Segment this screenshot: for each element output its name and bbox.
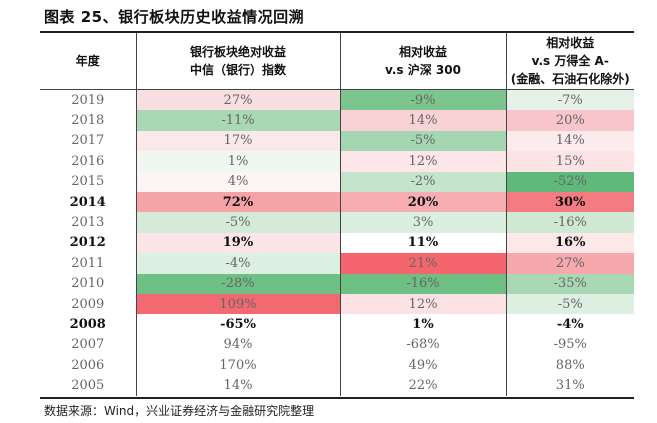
relative-wind-cell: 15% <box>506 151 634 172</box>
relative-hs300-cell: 49% <box>340 355 507 376</box>
year-cell: 2018 <box>40 110 137 131</box>
relative-hs300-cell: -5% <box>340 130 507 152</box>
year-cell: 2017 <box>40 130 137 152</box>
table-row: 2015 4% -2% -52% <box>40 171 634 192</box>
table-row: 2007 94% -68% -95% <box>40 334 634 356</box>
relative-wind-cell: 30% <box>506 191 634 213</box>
year-cell: 2016 <box>40 151 137 172</box>
relative-wind-cell: -52% <box>506 171 634 192</box>
year-cell: 2005 <box>40 375 137 396</box>
relative-wind-cell: 16% <box>506 232 634 254</box>
header-hs300-line2: v.s 沪深 300 <box>385 63 461 77</box>
relative-hs300-cell: -2% <box>340 171 507 192</box>
source-note: 数据来源：Wind，兴业证券经济与金融研究院整理 <box>44 404 315 418</box>
table-row: 2006 170% 49% 88% <box>40 355 634 376</box>
table-row: 2018 -11% 14% 20% <box>40 110 634 131</box>
relative-wind-cell: 14% <box>506 130 634 152</box>
absolute-return-cell: -11% <box>136 110 341 131</box>
table-row: 2013 -5% 3% -16% <box>40 212 634 233</box>
relative-hs300-cell: 1% <box>340 314 507 335</box>
header-relative-hs300: 相对收益 v.s 沪深 300 <box>340 33 507 90</box>
relative-wind-cell: 88% <box>506 355 634 376</box>
absolute-return-cell: 109% <box>136 293 341 315</box>
relative-hs300-cell: -68% <box>340 334 507 356</box>
relative-wind-cell: -5% <box>506 293 634 315</box>
year-cell: 2014 <box>40 191 137 213</box>
relative-wind-cell: 20% <box>506 110 634 131</box>
absolute-return-cell: 94% <box>136 334 341 356</box>
relative-hs300-cell: -9% <box>340 89 507 111</box>
relative-wind-cell: 27% <box>506 253 634 274</box>
year-cell: 2009 <box>40 293 137 315</box>
absolute-return-cell: 19% <box>136 232 341 254</box>
header-wind-line2: v.s 万得全 A- <box>531 54 609 68</box>
year-cell: 2019 <box>40 89 137 111</box>
relative-wind-cell: -4% <box>506 314 634 335</box>
header-year: 年度 <box>40 33 137 90</box>
absolute-return-cell: 72% <box>136 191 341 213</box>
header-absolute-line2: 中信（银行）指数 <box>189 63 286 77</box>
header-row: 年度 银行板块绝对收益 中信（银行）指数 相对收益 v.s 沪深 300 相对收… <box>40 33 634 90</box>
table-row: 2009 109% 12% -5% <box>40 293 634 315</box>
table-row: 2019 27% -9% -7% <box>40 89 634 111</box>
table-row: 2016 1% 12% 15% <box>40 151 634 172</box>
relative-wind-cell: -35% <box>506 273 634 294</box>
absolute-return-cell: 27% <box>136 89 341 111</box>
returns-table: 年度 银行板块绝对收益 中信（银行）指数 相对收益 v.s 沪深 300 相对收… <box>40 33 634 396</box>
absolute-return-cell: 17% <box>136 130 341 152</box>
header-hs300-line1: 相对收益 <box>398 45 447 59</box>
absolute-return-cell: -5% <box>136 212 341 233</box>
table-row: 2008 -65% 1% -4% <box>40 314 634 335</box>
absolute-return-cell: 14% <box>136 375 341 396</box>
header-absolute-return: 银行板块绝对收益 中信（银行）指数 <box>136 33 341 90</box>
relative-wind-cell: -95% <box>506 334 634 356</box>
absolute-return-cell: 170% <box>136 355 341 376</box>
year-cell: 2015 <box>40 171 137 192</box>
bottom-rule <box>40 397 634 399</box>
year-cell: 2013 <box>40 212 137 233</box>
table-row: 2005 14% 22% 31% <box>40 375 634 396</box>
table-row: 2017 17% -5% 14% <box>40 130 634 152</box>
year-cell: 2007 <box>40 334 137 356</box>
year-cell: 2010 <box>40 273 137 294</box>
relative-hs300-cell: 20% <box>340 191 507 213</box>
relative-hs300-cell: 12% <box>340 293 507 315</box>
header-wind-line1: 相对收益 <box>546 36 595 50</box>
table-body: 2019 27% -9% -7% 2018 -11% 14% 20% 2017 17% -5% 14%… <box>40 89 634 396</box>
relative-wind-cell: -16% <box>506 212 634 233</box>
top-rule <box>40 31 634 33</box>
year-cell: 2008 <box>40 314 137 335</box>
absolute-return-cell: 1% <box>136 151 341 172</box>
table-row: 2011 -4% 21% 27% <box>40 253 634 274</box>
relative-hs300-cell: 11% <box>340 232 507 254</box>
absolute-return-cell: -4% <box>136 253 341 274</box>
relative-hs300-cell: 21% <box>340 253 507 274</box>
relative-hs300-cell: -16% <box>340 273 507 294</box>
absolute-return-cell: -28% <box>136 273 341 294</box>
figure-title: 图表 25、银行板块历史收益情况回溯 <box>44 8 305 26</box>
relative-hs300-cell: 12% <box>340 151 507 172</box>
table-row: 2010 -28% -16% -35% <box>40 273 634 294</box>
header-wind-line3: (金融、石油石化除外) <box>510 72 630 86</box>
year-cell: 2011 <box>40 253 137 274</box>
relative-wind-cell: 31% <box>506 375 634 396</box>
relative-hs300-cell: 22% <box>340 375 507 396</box>
relative-hs300-cell: 3% <box>340 212 507 233</box>
year-cell: 2012 <box>40 232 137 254</box>
relative-wind-cell: -7% <box>506 89 634 111</box>
relative-hs300-cell: 14% <box>340 110 507 131</box>
header-relative-wind: 相对收益 v.s 万得全 A- (金融、石油石化除外) <box>506 33 634 90</box>
year-cell: 2006 <box>40 355 137 376</box>
table-row: 2012 19% 11% 16% <box>40 232 634 254</box>
header-absolute-line1: 银行板块绝对收益 <box>189 45 286 59</box>
absolute-return-cell: 4% <box>136 171 341 192</box>
table-row: 2014 72% 20% 30% <box>40 191 634 213</box>
absolute-return-cell: -65% <box>136 314 341 335</box>
